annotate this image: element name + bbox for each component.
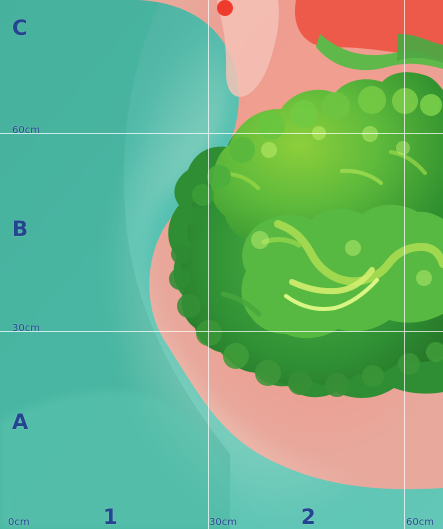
scale-label-x-mid: 30cm: [209, 517, 237, 528]
column-label-2: 2: [301, 505, 316, 529]
column-label-1: 1: [103, 505, 118, 529]
row-label-b: B: [12, 217, 29, 241]
scale-label-x-start: 0cm: [8, 517, 30, 528]
scale-label-y-top: 60cm: [12, 125, 40, 136]
scale-label-y-mid: 30cm: [12, 323, 40, 334]
row-label-a: A: [12, 410, 29, 434]
row-label-c: C: [12, 16, 28, 40]
scale-label-x-end: 60cm: [406, 517, 434, 528]
